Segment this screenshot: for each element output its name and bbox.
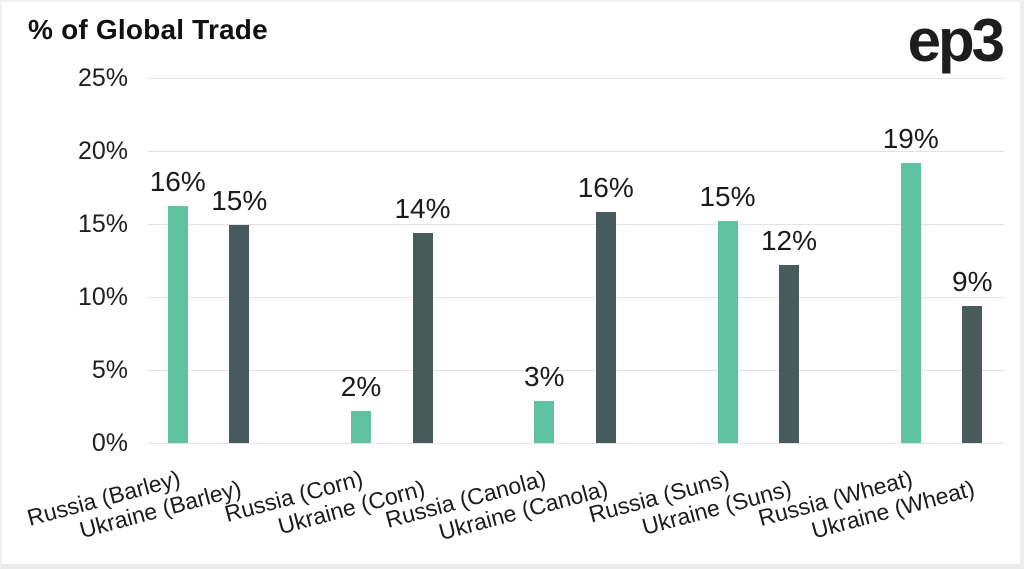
y-axis-label: 15%	[77, 210, 128, 238]
bar-value-label: 3%	[524, 360, 565, 392]
bar-value-label: 16%	[577, 172, 634, 204]
y-axis-label: 5%	[91, 356, 128, 384]
bar-russia-suns	[717, 221, 738, 443]
gridline	[148, 297, 1004, 298]
y-axis-label: 10%	[77, 283, 128, 311]
bar-value-label: 15%	[699, 181, 756, 213]
bar-value-label: 16%	[149, 166, 206, 198]
chart-title: % of Global Trade	[28, 14, 268, 45]
y-axis-label: 20%	[77, 137, 128, 165]
bar-value-label: 9%	[952, 265, 993, 297]
gridline	[148, 224, 1004, 225]
gridline	[148, 370, 1004, 371]
gridline	[148, 151, 1004, 152]
bar-ukraine-corn	[412, 232, 433, 443]
bar-russia-wheat	[900, 162, 921, 443]
bar-value-label: 14%	[394, 192, 451, 224]
y-axis-label: 25%	[77, 64, 128, 92]
bar-russia-barley	[167, 206, 188, 443]
bar-ukraine-barley	[229, 225, 250, 443]
bar-russia-canola	[534, 400, 555, 443]
bar-value-label: 2%	[340, 370, 382, 402]
gridline	[148, 78, 1004, 79]
ep3-logo: ep3	[907, 7, 1005, 74]
bar-ukraine-canola	[595, 212, 616, 443]
bar-value-label: 15%	[211, 185, 268, 217]
bar-ukraine-wheat	[962, 305, 983, 443]
gridline	[148, 443, 1004, 444]
bar-ukraine-suns	[779, 264, 799, 443]
y-axis-label: 0%	[91, 429, 128, 457]
bar-value-label: 12%	[760, 224, 818, 256]
bar-russia-corn	[351, 410, 371, 443]
bar-value-label: 19%	[882, 122, 939, 154]
